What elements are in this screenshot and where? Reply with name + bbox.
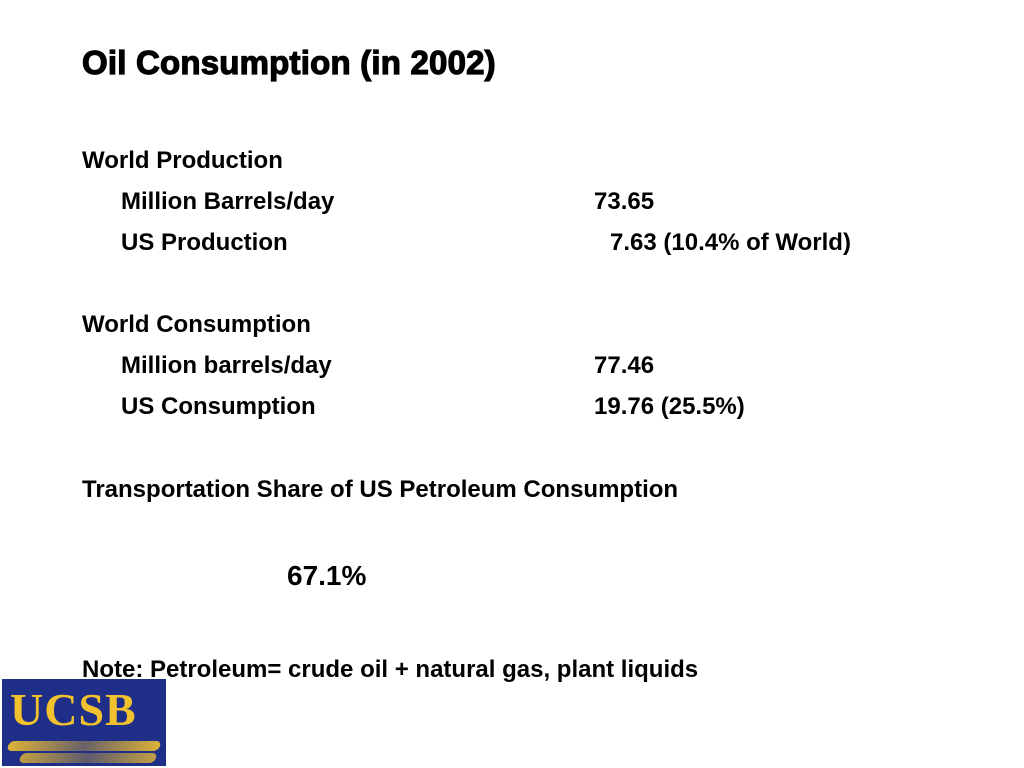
world-consumption-heading: World Consumption xyxy=(82,311,311,338)
world-production-barrels-label: Million Barrels/day xyxy=(121,188,335,215)
transportation-share-value: 67.1% xyxy=(287,560,367,591)
us-production-label: US Production xyxy=(121,229,288,256)
page-title: Oil Consumption (in 2002) xyxy=(81,43,496,81)
note-text: Note: Petroleum= crude oil + natural gas… xyxy=(82,656,699,683)
world-consumption-barrels-value: 77.46 xyxy=(594,352,655,379)
us-consumption-value: 19.76 (25.5%) xyxy=(594,393,745,420)
logo-wave-icon xyxy=(6,741,162,751)
us-production-value: 7.63 (10.4% of World) xyxy=(610,229,851,256)
us-consumption-label: US Consumption xyxy=(121,393,316,420)
logo-wave-icon xyxy=(18,753,158,763)
transportation-share-heading: Transportation Share of US Petroleum Con… xyxy=(82,476,679,503)
ucsb-logo-text: UCSB xyxy=(10,684,137,735)
world-production-barrels-value: 73.65 xyxy=(594,188,655,215)
ucsb-logo: UCSB xyxy=(2,679,166,766)
world-consumption-barrels-label: Million barrels/day xyxy=(121,352,332,379)
world-production-heading: World Production xyxy=(82,147,283,174)
